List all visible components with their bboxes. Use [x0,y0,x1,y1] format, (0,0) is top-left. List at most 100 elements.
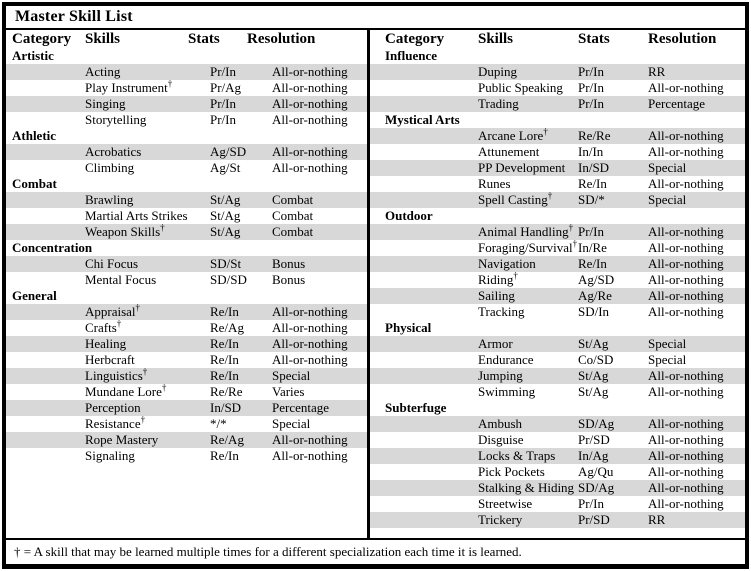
skill-resolution: All-or-nothing [648,176,724,191]
skill-name: Trickery [478,512,523,527]
skill-resolution: Special [648,352,687,367]
skill-row: Runes Re/In All-or-nothing [370,176,745,192]
footnote-bar: † = A skill that may be learned multiple… [6,538,745,564]
skill-stats: Pr/In [578,96,604,111]
skill-name: Duping [478,64,517,79]
skill-name: Disguise [478,432,524,447]
skill-row: Chi Focus SD/St Bonus [6,256,367,272]
skill-name: Jumping [478,368,523,383]
skill-stats: Re/Re [210,384,243,399]
skill-row: Duping Pr/In RR [370,64,745,80]
skill-name: Martial Arts Strikes [85,208,188,223]
skill-resolution: Combat [272,224,314,239]
skill-name: Navigation [478,256,536,271]
category-row: Artistic [6,48,367,64]
skill-resolution: All-or-nothing [272,304,348,319]
skill-stats: Pr/In [210,64,236,79]
skill-stats: In/In [578,144,604,159]
skill-resolution: Percentage [272,400,330,415]
skill-row: Rope Mastery Re/Ag All-or-nothing [6,432,367,448]
skill-name: Mental Focus [85,272,157,287]
skill-row: Mundane Lore† Re/Re Varies [6,383,367,400]
skill-row: Appraisal† Re/In All-or-nothing [6,302,367,320]
column-divider [367,30,370,538]
skill-name: Endurance [478,352,534,367]
dagger-mark: † [167,78,173,89]
skill-resolution: Special [272,368,311,383]
dagger-mark: † [135,302,141,313]
skill-resolution: All-or-nothing [648,368,724,383]
skill-resolution: All-or-nothing [272,96,348,111]
skill-name: Play Instrument† [85,78,173,95]
skill-row: Disguise Pr/SD All-or-nothing [370,432,745,448]
skill-resolution: All-or-nothing [648,464,724,479]
header-cell-resolution: Resolution [648,31,717,47]
skill-stats: Pr/In [578,224,604,239]
skill-name: Streetwise [478,496,533,511]
skill-row: Resistance† */* Special [6,415,367,432]
skill-resolution: All-or-nothing [272,432,348,447]
category-name: Concentration [12,240,93,255]
skill-row: Trading Pr/In Percentage [370,96,745,112]
skill-row: Locks & Traps In/Ag All-or-nothing [370,448,745,464]
skill-name: Weapon Skills† [85,222,165,239]
skill-name: Appraisal† [85,302,141,319]
skill-row: Acting Pr/In All-or-nothing [6,64,367,80]
skill-name: Locks & Traps [478,448,556,463]
skill-name: Singing [85,96,126,111]
skill-stats: SD/SD [210,272,247,287]
skill-name: Stalking & Hiding [478,480,575,495]
skill-resolution: All-or-nothing [648,80,724,95]
skill-resolution: All-or-nothing [272,160,348,175]
skill-name: Chi Focus [85,256,139,271]
category-row: Subterfuge [370,400,745,416]
skill-resolution: All-or-nothing [272,320,348,335]
skill-stats: SD/St [210,256,242,271]
skill-stats: Ag/St [210,160,241,175]
skill-name: Trading [478,96,519,111]
skill-row: Public Speaking Pr/In All-or-nothing [370,80,745,96]
skill-resolution: All-or-nothing [648,224,724,239]
skill-row: Crafts† Re/Ag All-or-nothing [6,319,367,336]
skill-row: Spell Casting† SD/* Special [370,191,745,208]
skill-name: Arcane Lore† [478,126,548,143]
skill-resolution: All-or-nothing [272,144,348,159]
skill-resolution: All-or-nothing [648,256,724,271]
skill-name: Healing [85,336,127,351]
skill-name: Linguistics† [85,366,148,383]
skill-row: Attunement In/In All-or-nothing [370,144,745,160]
skill-resolution: Special [272,416,311,431]
skill-stats: Re/In [578,176,607,191]
skill-row: Weapon Skills† St/Ag Combat [6,222,367,240]
dagger-mark: † [568,222,574,233]
skill-stats: Pr/SD [578,432,610,447]
skill-row: Stalking & Hiding SD/Ag All-or-nothing [370,480,745,496]
skill-row: Trickery Pr/SD RR [370,512,745,528]
skill-stats: Pr/In [578,496,604,511]
skill-resolution: All-or-nothing [272,80,348,95]
skill-stats: St/Ag [578,336,609,351]
skill-name: Riding† [478,270,518,287]
skill-resolution: Special [648,160,687,175]
header-cell-stats: Stats [578,31,610,47]
skill-resolution: All-or-nothing [272,352,348,367]
right-column: Category Skills Stats Resolution Influence Du… [370,30,745,538]
skill-row: Brawling St/Ag Combat [6,192,367,208]
skill-row: Animal Handling† Pr/In All-or-nothing [370,222,745,240]
skill-resolution: All-or-nothing [648,144,724,159]
column-header-row: Category Skills Stats Resolution [6,30,367,48]
category-row: Outdoor [370,208,745,224]
skill-row: Foraging/Survival† In/Re All-or-nothing [370,238,745,256]
skill-stats: In/SD [210,400,242,415]
left-column: Category Skills Stats Resolution Artistic Act… [6,30,367,538]
skill-stats: Re/Ag [210,432,244,447]
category-name: Athletic [12,128,57,143]
skill-stats: In/Re [578,240,607,255]
skill-resolution: All-or-nothing [272,64,348,79]
skill-name: Runes [478,176,511,191]
dagger-mark: † [572,238,578,249]
skill-stats: Pr/In [210,96,236,111]
skill-stats: SD/* [578,192,605,207]
skill-resolution: All-or-nothing [272,448,348,463]
